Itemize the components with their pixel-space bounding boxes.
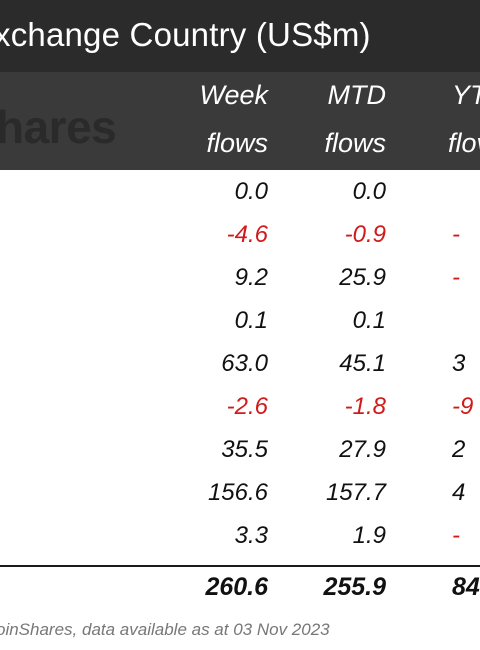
total-mtd-flows: 255.9: [323, 573, 386, 601]
col-week-line1: Week: [199, 80, 268, 110]
ytd-flows-cell: -: [452, 522, 460, 549]
mtd-flows-cell: 0.0: [352, 178, 386, 205]
ytd-flows-cell: 4: [452, 479, 466, 506]
total-row: 260.6 255.9 84: [0, 567, 480, 607]
week-flows-cell: 156.6: [207, 479, 268, 506]
table-row: 35.5 27.9 2: [0, 428, 480, 471]
title-bar: xchange Country (US$m): [0, 0, 480, 72]
col-mtd-line2: flows: [324, 128, 386, 158]
source-footnote: oinShares, data available as at 03 Nov 2…: [0, 620, 330, 639]
week-flows-cell: -4.6: [226, 221, 268, 248]
total-week-flows: 260.6: [205, 573, 268, 601]
table-row: -4.6 -0.9 -: [0, 213, 480, 256]
week-flows-cell: 35.5: [221, 436, 268, 463]
ytd-flows-cell: 2: [452, 436, 466, 463]
week-flows-cell: 9.2: [234, 264, 268, 291]
table-row: 63.0 45.1 3: [0, 342, 480, 385]
coinshares-logo-text: hares: [0, 101, 117, 153]
total-ytd-flows: 84: [452, 573, 480, 601]
mtd-flows-cell: -1.8: [344, 393, 386, 420]
ytd-flows-cell: 3: [452, 350, 466, 377]
col-ytd-line2: flov: [448, 128, 480, 158]
week-flows-cell: 3.3: [234, 522, 268, 549]
mtd-flows-cell: 157.7: [325, 479, 386, 506]
flows-table-body: 0.0 0.0 -4.6 -0.9-9.2 25.9-0.1 0.1 63.0 45.1 3 -2…: [0, 170, 480, 557]
col-ytd-line1: YT: [452, 80, 480, 110]
table-title: xchange Country (US$m): [0, 16, 371, 53]
mtd-flows-cell: 0.1: [352, 307, 386, 334]
total-divider: [0, 565, 480, 567]
column-header-band: hares Week flows MTD flows YT flov: [0, 72, 480, 170]
table-row: 0.0 0.0: [0, 170, 480, 213]
col-week-line2: flows: [206, 128, 268, 158]
table-row: 9.2 25.9 -: [0, 256, 480, 299]
mtd-flows-cell: 1.9: [352, 522, 386, 549]
week-flows-cell: 63.0: [221, 350, 268, 377]
ytd-flows-cell: -: [452, 264, 460, 291]
table-row: -2.6 -1.8 -9: [0, 385, 480, 428]
week-flows-cell: 0.0: [234, 178, 268, 205]
col-mtd-line1: MTD: [327, 80, 386, 110]
week-flows-cell: 0.1: [234, 307, 268, 334]
mtd-flows-cell: -0.9: [344, 221, 386, 248]
mtd-flows-cell: 45.1: [339, 350, 386, 377]
mtd-flows-cell: 27.9: [339, 436, 386, 463]
table-row: 0.1 0.1: [0, 299, 480, 342]
week-flows-cell: -2.6: [226, 393, 268, 420]
ytd-flows-cell: -: [452, 221, 460, 248]
ytd-flows-cell: -9: [452, 393, 474, 420]
mtd-flows-cell: 25.9: [339, 264, 386, 291]
table-row: 3.3 1.9 -: [0, 514, 480, 557]
table-row: 156.6 157.7 4: [0, 471, 480, 514]
